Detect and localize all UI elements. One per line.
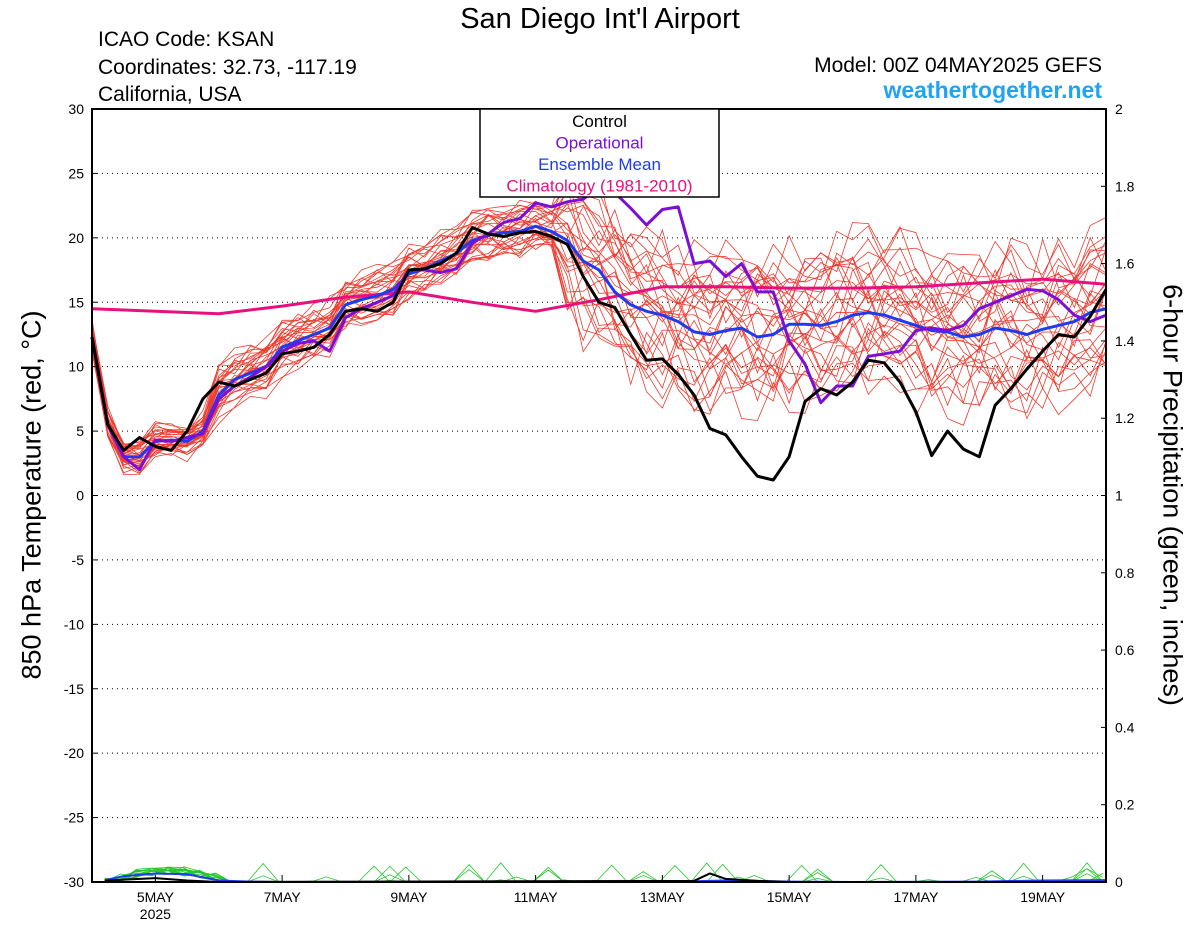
legend-entry: Operational bbox=[556, 134, 644, 153]
y-tick-label: 5 bbox=[76, 423, 84, 439]
y-tick-label: 25 bbox=[68, 165, 84, 181]
y-tick-label: -30 bbox=[64, 874, 84, 890]
precipitation-lines bbox=[104, 862, 1107, 884]
legend-entry: Control bbox=[572, 112, 627, 131]
climatology-line bbox=[91, 277, 1107, 316]
x-tick-label: 5MAY bbox=[137, 889, 175, 905]
y2-tick-label: 0.2 bbox=[1115, 797, 1135, 813]
region: California, USA bbox=[98, 83, 242, 106]
chart-title: San Diego Int'l Airport bbox=[460, 3, 740, 35]
legend-entry: Climatology (1981-2010) bbox=[506, 177, 692, 196]
y2-tick-label: 1.4 bbox=[1115, 333, 1135, 349]
y-tick-label: 30 bbox=[68, 101, 84, 117]
ensemble-member-line bbox=[91, 202, 1107, 456]
ensemble-member-line bbox=[91, 236, 1107, 466]
x-tick-label: 19MAY bbox=[1020, 889, 1066, 905]
icao-code: ICAO Code: KSAN bbox=[98, 28, 275, 51]
axes: 302520151050-5-10-15-20-25-3021.81.61.41… bbox=[64, 101, 1135, 922]
ensemble-member-line bbox=[91, 229, 1107, 463]
x-tick-label: 13MAY bbox=[640, 889, 686, 905]
y-tick-label: 20 bbox=[68, 230, 84, 246]
x-tick-label: 9MAY bbox=[390, 889, 428, 905]
ensemble-member-line bbox=[91, 231, 1107, 465]
ensemble-member-line bbox=[91, 233, 1107, 469]
x-tick-label: 15MAY bbox=[767, 889, 813, 905]
highlight-series-lines bbox=[90, 184, 1108, 482]
y2-tick-label: 1.2 bbox=[1115, 410, 1135, 426]
ensemble-member-line bbox=[91, 221, 1107, 454]
control-line bbox=[90, 226, 1108, 482]
ensemble-member-line bbox=[91, 243, 1107, 474]
ensemble-member-line bbox=[91, 177, 1107, 455]
y2-tick-label: 0.6 bbox=[1115, 642, 1135, 658]
y-tick-label: -25 bbox=[64, 810, 84, 826]
ensemble-member-line bbox=[91, 238, 1107, 474]
legend-entry: Ensemble Mean bbox=[538, 155, 661, 174]
y-tick-label: -10 bbox=[64, 616, 84, 632]
ensemble-member-line bbox=[91, 205, 1107, 447]
site-link[interactable]: weathertogether.net bbox=[883, 77, 1102, 103]
precip-member-line bbox=[104, 868, 1103, 883]
ensemble-member-line bbox=[91, 189, 1107, 453]
y-tick-label: -15 bbox=[64, 681, 84, 697]
y-axis-label-left: 850 hPa Temperature (red, °C) bbox=[16, 310, 47, 680]
x-tick-label: 17MAY bbox=[893, 889, 939, 905]
ensemble-member-line bbox=[91, 233, 1107, 467]
x-tick-label: 11MAY bbox=[514, 889, 558, 905]
legend: Control Operational Ensemble Mean Climatolo… bbox=[479, 108, 720, 198]
y-axis-label-right: 6-hour Precipitation (green, inches) bbox=[1157, 284, 1188, 706]
y-tick-label: -20 bbox=[64, 745, 84, 761]
x-tick-label: 7MAY bbox=[264, 889, 302, 905]
legend-box bbox=[479, 108, 720, 198]
y2-tick-label: 0 bbox=[1115, 874, 1123, 890]
ensemble-member-line bbox=[91, 233, 1107, 476]
ensemble-member-line bbox=[91, 200, 1107, 452]
y-tick-label: 15 bbox=[68, 294, 84, 310]
coordinates: Coordinates: 32.73, -117.19 bbox=[98, 56, 357, 79]
ensemble-member-line bbox=[91, 217, 1107, 462]
x-tick-year-label: 2025 bbox=[140, 906, 171, 922]
y-tick-label: 10 bbox=[68, 359, 84, 375]
ensemble-member-line bbox=[91, 204, 1107, 445]
y2-tick-label: 2 bbox=[1115, 101, 1123, 117]
y-tick-label: -5 bbox=[72, 552, 85, 568]
ensemble-member-line bbox=[91, 220, 1107, 461]
y2-tick-label: 1.8 bbox=[1115, 178, 1135, 194]
plot-frame bbox=[91, 108, 1107, 883]
y2-tick-label: 1.6 bbox=[1115, 256, 1135, 272]
ensemble-member-line bbox=[91, 206, 1107, 456]
y-tick-label: 0 bbox=[76, 488, 84, 504]
y2-tick-label: 0.4 bbox=[1115, 719, 1135, 735]
ensemble-member-line bbox=[91, 191, 1107, 450]
y2-tick-label: 0.8 bbox=[1115, 565, 1135, 581]
ensemble-member-line bbox=[91, 184, 1107, 445]
ensemble-member-lines bbox=[91, 160, 1107, 476]
precip-member-line bbox=[104, 866, 1103, 883]
y2-tick-label: 1 bbox=[1115, 488, 1123, 504]
model-run: Model: 00Z 04MAY2025 GEFS bbox=[814, 54, 1102, 77]
